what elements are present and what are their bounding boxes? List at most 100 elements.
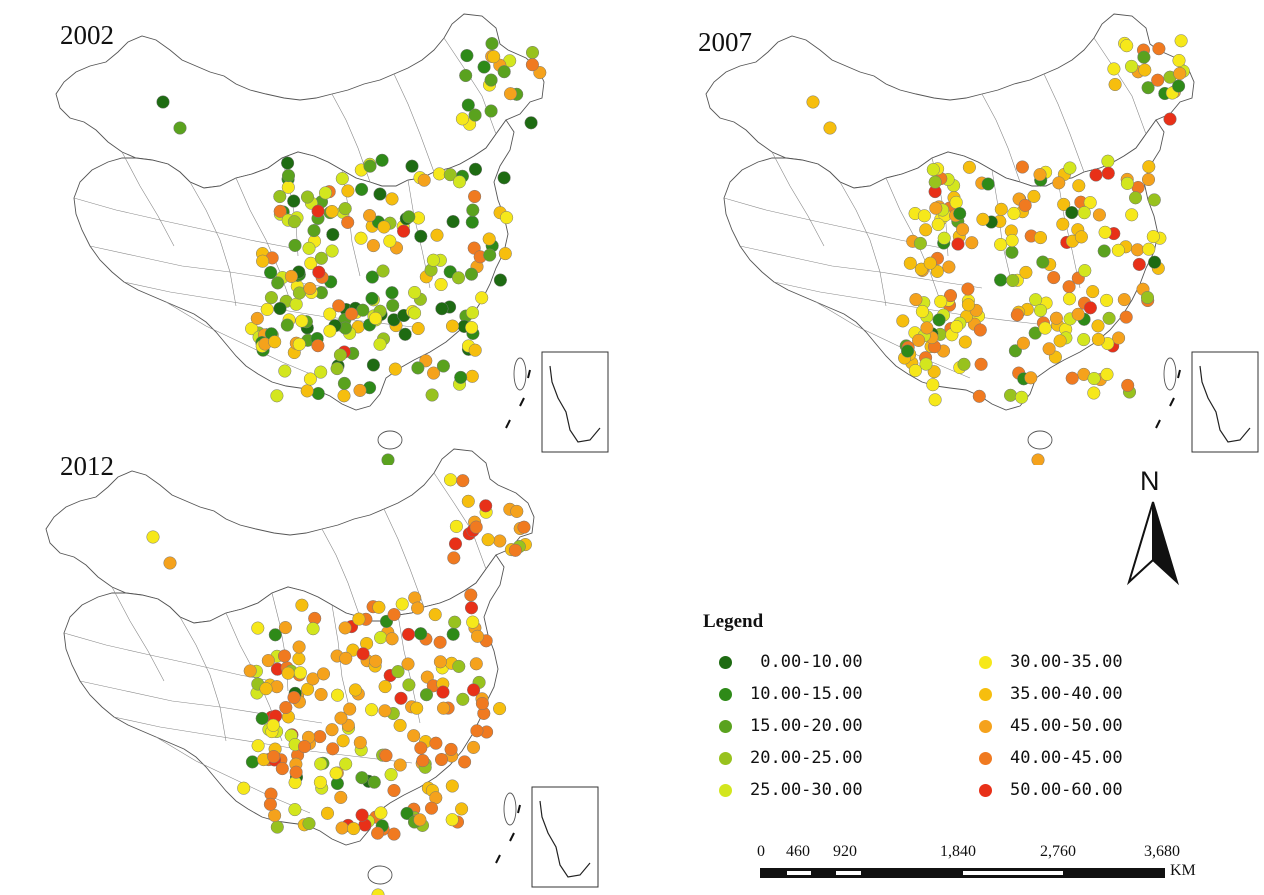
city-point <box>446 215 460 229</box>
city-point <box>456 474 470 488</box>
legend-item: 25.00-30.00 <box>719 779 863 801</box>
city-point <box>1147 193 1161 207</box>
legend-item: 15.00-20.00 <box>719 715 863 737</box>
city-point <box>273 204 287 218</box>
city-point <box>311 386 325 401</box>
city-point <box>383 234 397 248</box>
city-point <box>367 775 381 789</box>
city-point <box>1140 290 1155 305</box>
city-point <box>1071 307 1085 321</box>
city-point <box>468 189 482 204</box>
inset-coastline <box>539 800 591 878</box>
city-point <box>302 817 316 831</box>
map-year-label: 2012 <box>60 451 114 481</box>
north-arrow-icon <box>1126 501 1180 586</box>
city-point <box>823 121 837 135</box>
city-point <box>427 366 441 380</box>
city-point <box>927 365 941 379</box>
city-point <box>287 690 301 705</box>
city-point <box>426 253 440 267</box>
hainan-island <box>367 865 393 885</box>
city-point <box>273 189 287 204</box>
city-point <box>300 190 315 204</box>
city-point <box>251 621 265 635</box>
city-point <box>1036 255 1050 269</box>
city-point <box>934 294 948 309</box>
city-point <box>1101 166 1115 180</box>
south-china-sea-inset <box>531 786 599 888</box>
legend-swatch <box>979 687 992 701</box>
city-point <box>413 813 427 827</box>
city-point <box>1056 217 1070 231</box>
city-point <box>461 98 475 112</box>
city-point <box>443 168 457 182</box>
city-point <box>326 227 340 242</box>
city-point <box>1098 225 1112 239</box>
city-point <box>1141 81 1155 95</box>
city-point <box>1091 332 1105 346</box>
map-panel-2012: 2012 <box>0 445 620 895</box>
city-point <box>311 339 325 353</box>
city-point <box>1107 62 1121 76</box>
city-point <box>314 251 328 265</box>
city-point <box>475 291 489 305</box>
city-point <box>920 321 934 335</box>
hainan-island <box>1027 430 1053 450</box>
city-point <box>961 298 975 312</box>
city-point <box>377 220 391 234</box>
city-point <box>292 640 306 654</box>
city-point <box>395 597 409 611</box>
city-point <box>485 37 499 51</box>
city-point <box>348 683 362 697</box>
city-point <box>398 327 412 341</box>
province-boundary <box>165 301 321 379</box>
city-point <box>355 771 369 785</box>
city-point <box>430 228 444 242</box>
city-point <box>949 195 963 209</box>
city-point <box>1005 233 1019 248</box>
city-point <box>1119 310 1133 324</box>
city-point <box>497 65 511 79</box>
city-point <box>1072 179 1086 193</box>
south-china-sea-inset <box>541 351 609 453</box>
city-point <box>401 657 415 671</box>
province-boundary <box>155 736 311 814</box>
city-point <box>1086 285 1100 299</box>
city-point <box>385 192 399 206</box>
city-point <box>335 172 349 186</box>
city-point <box>1100 367 1114 381</box>
city-point <box>1128 191 1143 205</box>
province-boundary <box>179 616 227 742</box>
legend-swatch <box>719 719 732 733</box>
province-boundary <box>815 301 971 379</box>
city-point <box>454 370 468 384</box>
city-point <box>329 766 343 780</box>
city-point <box>407 729 421 743</box>
city-point <box>1120 176 1134 190</box>
city-point <box>465 215 479 229</box>
city-point <box>1006 273 1020 288</box>
city-point <box>1015 390 1029 404</box>
legend-item: 0.00-10.00 <box>719 651 863 673</box>
city-point <box>458 755 472 769</box>
city-point <box>1062 292 1077 306</box>
city-point <box>388 362 402 376</box>
city-point <box>379 749 393 763</box>
city-point <box>353 736 367 750</box>
south-china-sea-inset <box>1191 351 1259 453</box>
city-point <box>378 680 392 694</box>
city-point <box>365 291 379 305</box>
city-point <box>373 337 387 351</box>
city-point <box>957 357 971 371</box>
city-point <box>264 291 278 305</box>
city-point <box>408 285 422 300</box>
province-boundary <box>73 197 293 249</box>
boundary-dash <box>495 854 501 864</box>
city-point <box>1047 271 1061 285</box>
city-point <box>1065 206 1079 220</box>
city-point <box>381 453 395 465</box>
city-point <box>434 752 449 767</box>
city-point <box>391 665 405 679</box>
city-point <box>330 688 345 702</box>
province-boundary <box>383 508 425 608</box>
